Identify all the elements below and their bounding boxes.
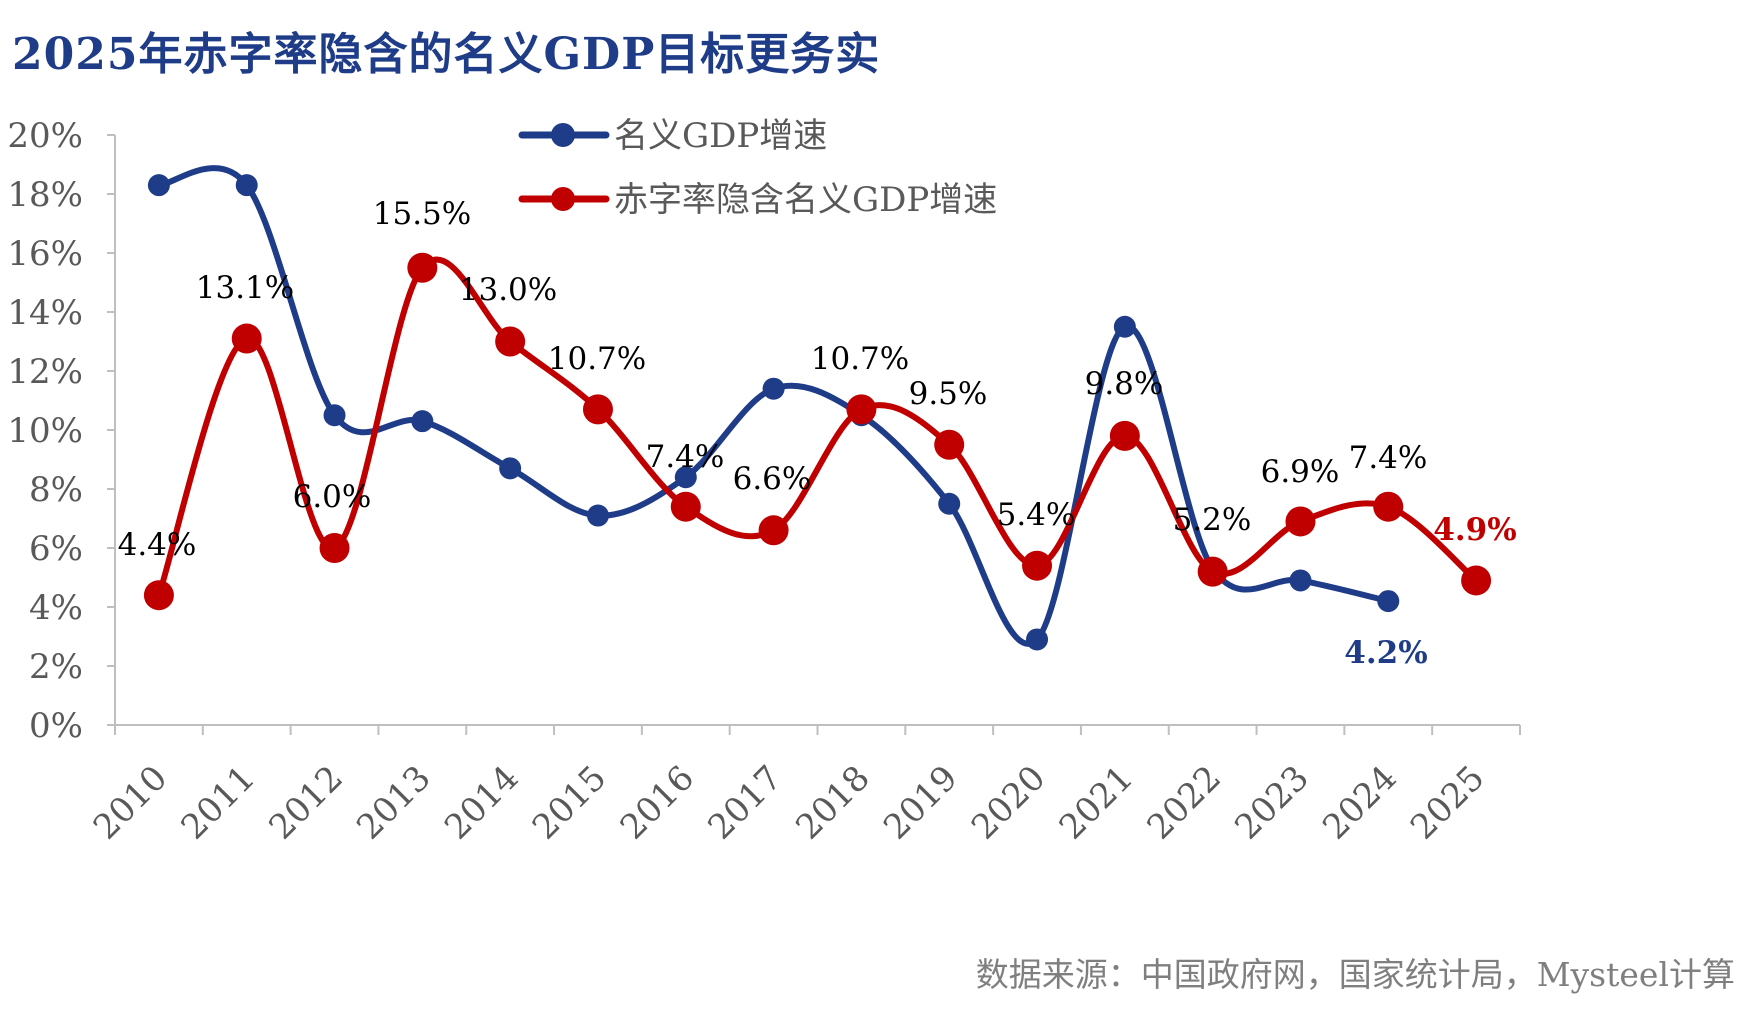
x-tick-label: 2012 [261,758,350,847]
x-tick-label: 2019 [876,758,965,847]
data-label: 9.8% [1085,366,1164,402]
data-point [1461,565,1492,596]
data-point [147,174,170,197]
legend-item: 赤字率隐含名义GDP增速 [518,180,997,220]
x-tick-label: 2018 [788,758,877,847]
data-label: 15.5% [373,196,471,232]
y-tick-label: 2% [29,647,83,687]
data-point [495,326,526,357]
source-note: 数据来源：中国政府网，国家统计局，Mysteel计算 [975,955,1735,994]
data-point [499,457,522,480]
data-point [758,515,789,546]
x-tick-label: 2017 [700,758,789,847]
data-point [1197,556,1228,587]
y-tick-label: 18% [7,175,83,215]
x-tick-label: 2021 [1052,758,1141,847]
y-tick-label: 10% [7,411,83,451]
page-title: 2025年赤字率隐含的名义GDP目标更务实 [12,29,881,80]
data-label: 13.1% [196,270,294,306]
data-label: 4.4% [118,527,197,563]
data-label: 9.5% [909,376,988,412]
data-label: 6.6% [733,461,812,497]
series-line [155,165,1392,647]
data-point [674,466,697,489]
x-tick-label: 2010 [86,758,175,847]
data-label: 7.4% [646,439,725,475]
data-point [1026,628,1049,651]
data-point [323,404,346,427]
chart-series [143,165,1492,651]
data-point [1373,491,1404,522]
data-label: 5.2% [1173,502,1252,538]
data-point [938,492,961,515]
y-tick-label: 4% [29,588,83,628]
data-point [934,429,965,460]
y-tick-label: 6% [29,529,83,569]
legend-label: 名义GDP增速 [614,116,827,156]
data-point [235,174,258,197]
data-label: 7.4% [1349,440,1428,476]
data-point [407,252,438,283]
x-tick-label: 2011 [174,758,263,847]
x-tick-label: 2023 [1227,758,1316,847]
data-label: 4.2% [1344,635,1427,671]
data-point [1285,506,1316,537]
x-tick-label: 2022 [1140,758,1229,847]
y-tick-label: 16% [7,234,83,274]
data-label: 13.0% [459,272,557,308]
data-point [1289,569,1312,592]
x-tick-label: 2020 [964,758,1053,847]
series-line [155,256,1480,599]
data-point [1113,315,1136,338]
data-point [1109,420,1140,451]
data-label: 6.9% [1261,454,1340,490]
y-tick-label: 8% [29,470,83,510]
legend-swatch-marker [551,123,575,147]
data-point [670,491,701,522]
data-label: 5.4% [997,497,1076,533]
x-tick-label: 2013 [349,758,438,847]
data-point [762,377,785,400]
data-point [143,580,174,611]
legend-label: 赤字率隐含名义GDP增速 [614,180,997,220]
data-point [411,410,434,433]
data-point [319,533,350,563]
y-tick-label: 14% [7,293,83,333]
data-label: 6.0% [293,479,372,515]
data-point [582,394,613,425]
chart-data-labels: 4.2%4.4%13.1%6.0%15.5%13.0%10.7%7.4%6.6%… [118,196,1517,671]
x-tick-label: 2015 [525,758,614,847]
data-point [1377,590,1400,613]
y-tick-label: 20% [7,116,83,156]
data-point [586,504,609,527]
x-tick-label: 2016 [613,758,702,847]
x-tick-label: 2025 [1403,758,1492,847]
data-label: 10.7% [548,341,646,377]
data-label: 4.9% [1433,512,1516,548]
data-point [231,323,262,354]
y-tick-label: 12% [7,352,83,392]
legend-swatch-marker [551,187,575,211]
data-point [1022,550,1053,581]
y-tick-label: 0% [29,706,83,746]
legend-item: 名义GDP增速 [518,116,827,156]
x-tick-label: 2024 [1315,758,1404,847]
data-point [846,394,877,425]
series-implied-nominal-gdp [143,252,1492,611]
x-tick-label: 2014 [437,758,526,847]
data-label: 10.7% [811,341,909,377]
